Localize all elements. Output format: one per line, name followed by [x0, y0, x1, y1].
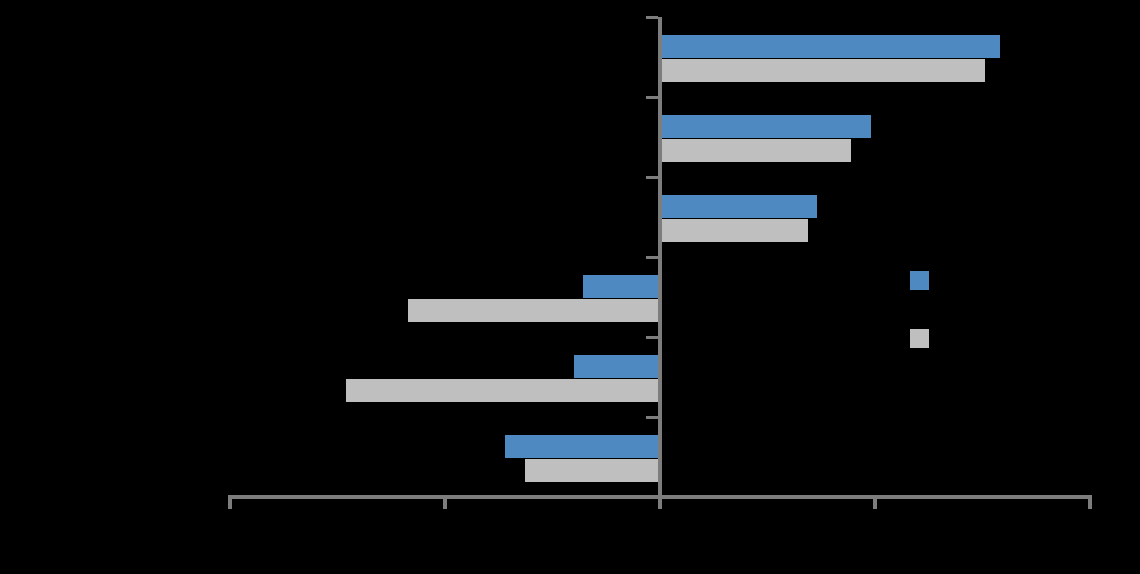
y-axis-tick-3: [646, 175, 658, 179]
bar-blue-series-category-2: [660, 115, 871, 138]
y-axis-tick-2: [646, 95, 658, 99]
y-axis-line: [658, 17, 662, 499]
y-axis-tick-5: [646, 335, 658, 339]
x-axis-tick-1: [228, 499, 232, 509]
bar-gray-series-category-1: [660, 59, 985, 82]
x-axis-tick-2: [443, 499, 447, 509]
bar-gray-series-category-6: [524, 459, 660, 482]
bar-blue-series-category-5: [574, 355, 660, 378]
legend-swatch-blue-series: [910, 271, 929, 290]
bar-gray-series-category-5: [346, 379, 660, 402]
y-axis-tick-4: [646, 255, 658, 259]
bar-blue-series-category-6: [505, 435, 660, 458]
y-axis-tick-6: [646, 415, 658, 419]
bar-gray-series-category-2: [660, 139, 852, 162]
x-axis-tick-4: [873, 499, 877, 509]
bar-blue-series-category-4: [582, 275, 660, 298]
bar-gray-series-category-3: [660, 219, 809, 242]
bar-blue-series-category-3: [660, 195, 817, 218]
bar-blue-series-category-1: [660, 35, 1000, 58]
x-axis-tick-3: [658, 499, 662, 509]
x-axis-tick-5: [1088, 499, 1092, 509]
x-axis-line: [228, 495, 1092, 499]
y-axis-tick-1: [646, 15, 658, 19]
bar-gray-series-category-4: [408, 299, 660, 322]
legend-swatch-gray-series: [910, 329, 929, 348]
